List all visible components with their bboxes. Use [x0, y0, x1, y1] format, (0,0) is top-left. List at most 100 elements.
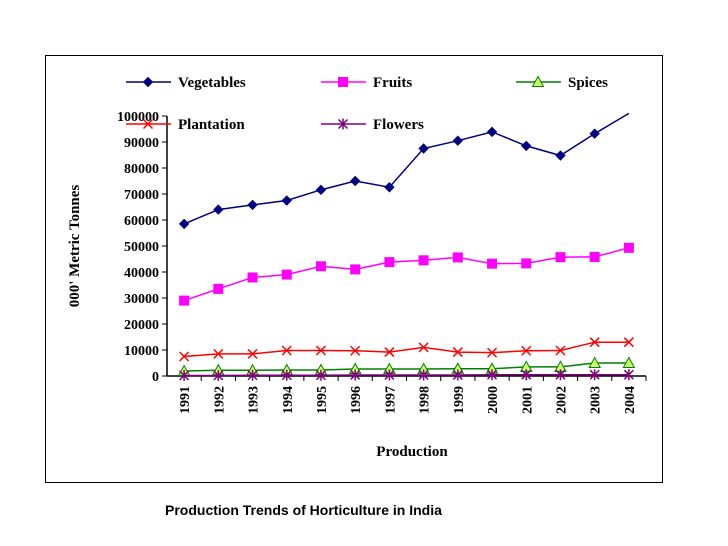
- legend-item-plantation: Plantation: [126, 117, 245, 133]
- data-point-flowers: [623, 369, 634, 381]
- x-tick-label: 2001: [520, 386, 535, 414]
- data-point-fruits: [452, 252, 463, 263]
- y-tick-label: 10000: [124, 344, 159, 359]
- data-point-flowers: [487, 369, 498, 381]
- data-point-vegetables: [486, 126, 498, 138]
- data-point-plantation: [179, 351, 190, 362]
- data-point-plantation: [589, 337, 600, 348]
- chart-frame: 0 10000 20000 30000 40000 50000 60000 70000 8000…: [45, 55, 663, 483]
- data-point-flowers: [452, 369, 463, 381]
- data-point-fruits: [418, 255, 429, 266]
- data-point-vegetables: [281, 195, 292, 206]
- legend-item-fruits: Fruits: [321, 75, 412, 91]
- data-point-vegetables: [213, 204, 224, 215]
- x-tick-label: 2004: [623, 386, 638, 414]
- y-tick-label: 50000: [124, 240, 159, 255]
- x-tick-label: 1995: [315, 386, 330, 414]
- data-point-spices: [622, 356, 636, 368]
- series-plantation: [179, 337, 634, 362]
- legend-marker-flowers: [337, 118, 349, 130]
- series-line-flowers: [184, 373, 629, 377]
- data-point-fruits: [521, 258, 532, 269]
- y-axis-title: 000' Metric Tonnes: [67, 185, 83, 308]
- x-tick-label: 1991: [178, 386, 193, 414]
- y-tick-label: 80000: [124, 162, 159, 177]
- series-layer: [177, 112, 636, 381]
- data-point-flowers: [179, 369, 190, 381]
- legend: Vegetables Fruits Spices Plantation Flowers: [126, 75, 608, 133]
- data-point-plantation: [384, 347, 395, 358]
- data-point-vegetables: [384, 182, 395, 193]
- data-point-fruits: [623, 242, 634, 253]
- y-tick-label: 60000: [124, 214, 159, 229]
- series-line-spices: [184, 362, 629, 372]
- series-spices: [177, 356, 636, 377]
- y-tick-label: 20000: [124, 318, 159, 333]
- data-point-flowers: [521, 369, 532, 381]
- x-tick-label: 1998: [418, 386, 433, 414]
- legend-label-fruits: Fruits: [373, 75, 412, 91]
- legend-item-vegetables: Vegetables: [126, 75, 246, 91]
- data-point-plantation: [247, 348, 258, 359]
- legend-label-plantation: Plantation: [178, 117, 245, 133]
- series-fruits: [179, 242, 634, 306]
- data-point-plantation: [281, 345, 292, 356]
- legend-marker-spices: [531, 75, 545, 87]
- y-tick-label: 90000: [124, 136, 159, 151]
- x-tick-label: 2002: [554, 386, 569, 414]
- data-point-fruits: [589, 251, 600, 262]
- data-point-plantation: [521, 345, 532, 356]
- line-chart: 0 10000 20000 30000 40000 50000 60000 70000 8000…: [67, 75, 647, 460]
- data-point-vegetables: [178, 218, 190, 230]
- legend-item-flowers: Flowers: [321, 117, 424, 133]
- series-line-plantation: [184, 341, 629, 358]
- data-point-plantation: [213, 348, 224, 359]
- legend-item-spices: Spices: [516, 75, 608, 91]
- data-point-plantation: [452, 347, 463, 358]
- x-tick-label: 2003: [589, 386, 604, 414]
- y-tick-label: 30000: [124, 292, 159, 307]
- x-tick-label: 1996: [349, 386, 364, 414]
- data-point-fruits: [555, 252, 566, 263]
- legend-marker-vegetables: [142, 76, 154, 88]
- series-line-fruits: [183, 247, 630, 302]
- data-point-plantation: [487, 347, 498, 358]
- x-tick-label: 1992: [212, 386, 227, 414]
- legend-marker-plantation: [142, 118, 154, 130]
- data-point-vegetables: [452, 135, 464, 146]
- data-point-flowers: [281, 369, 292, 381]
- data-point-fruits: [350, 264, 361, 275]
- data-point-flowers: [555, 369, 566, 381]
- data-point-fruits: [384, 257, 395, 268]
- data-point-vegetables: [349, 175, 361, 187]
- data-point-vegetables: [247, 199, 258, 211]
- data-point-vegetables: [589, 128, 600, 139]
- x-axis-title: Production: [376, 444, 448, 460]
- data-point-spices: [588, 356, 602, 368]
- series-vegetables: [178, 112, 630, 230]
- figure-caption: Production Trends of Horticulture in Ind…: [165, 502, 442, 518]
- legend-marker-fruits: [338, 77, 348, 87]
- axes: 0 10000 20000 30000 40000 50000 60000 70000 8000…: [117, 110, 647, 414]
- legend-label-vegetables: Vegetables: [178, 75, 246, 91]
- data-point-vegetables: [418, 143, 429, 154]
- data-point-vegetables: [315, 184, 327, 196]
- data-point-fruits: [213, 283, 224, 294]
- data-point-plantation: [418, 342, 429, 353]
- data-point-fruits: [179, 295, 190, 306]
- legend-label-flowers: Flowers: [373, 117, 424, 133]
- x-tick-label: 1997: [383, 386, 398, 414]
- data-point-vegetables: [555, 150, 566, 161]
- data-point-fruits: [247, 272, 258, 283]
- legend-label-spices: Spices: [568, 75, 608, 91]
- data-point-flowers: [315, 369, 326, 381]
- series-line-vegetables: [183, 112, 630, 225]
- data-point-plantation: [350, 345, 361, 356]
- series-flowers: [179, 369, 634, 381]
- data-point-flowers: [589, 369, 600, 381]
- y-tick-label: 70000: [124, 188, 159, 203]
- data-point-vegetables: [521, 140, 532, 152]
- data-point-plantation: [315, 345, 326, 356]
- x-tick-label: 1994: [281, 386, 296, 414]
- data-point-fruits: [487, 258, 498, 269]
